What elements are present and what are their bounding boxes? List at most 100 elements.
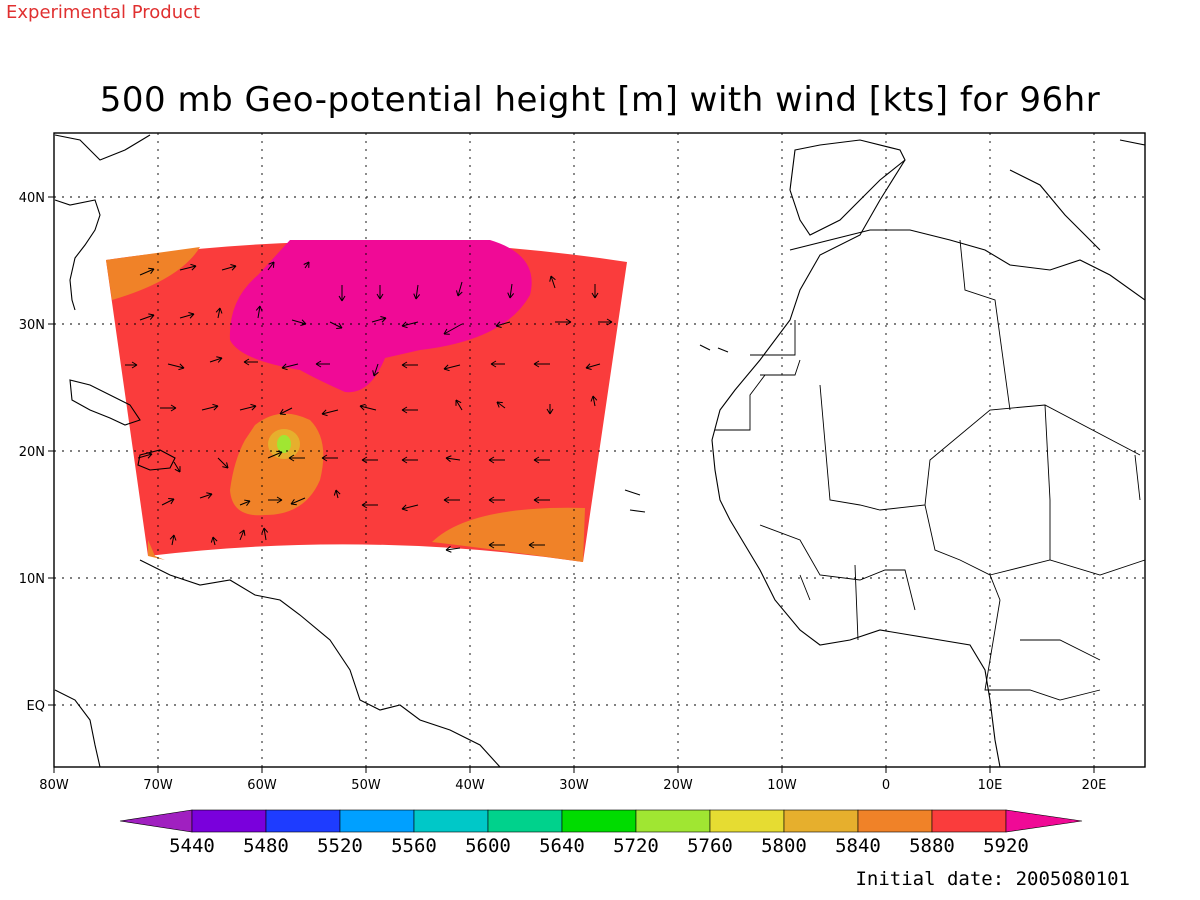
colorbar-label: 5800 (761, 835, 807, 857)
wind-vector-arrow (598, 318, 613, 326)
wind-vector-arrow (533, 496, 550, 504)
height-field (106, 240, 627, 562)
wind-vector-arrow (546, 404, 554, 415)
colorbar-swatch (413, 809, 489, 833)
height-field-low-ring (230, 413, 324, 516)
colorbar-swatch (783, 809, 859, 833)
wind-vector-arrow (281, 363, 299, 371)
colorbar-high-arrow (1005, 809, 1083, 833)
wind-vector-arrow (376, 285, 384, 300)
wind-vector-arrow (555, 318, 572, 326)
wind-vector-arrow (549, 275, 556, 289)
longitude-axis: 80W 70W 60W 50W 40W 30W 20W 10W 0 10E 20E (39, 767, 1106, 793)
iberia-coast (789, 139, 906, 236)
colorbar-label: 5520 (317, 835, 363, 857)
lon-tick-label: 10E (978, 778, 1003, 793)
canary-islands (699, 344, 729, 353)
colorbar-label: 5480 (243, 835, 289, 857)
border-algeria-libya (959, 239, 1011, 411)
coastlines (54, 134, 1145, 767)
wind-vector-arrow (179, 263, 197, 271)
italy-coast (1009, 139, 1145, 251)
wind-vector-arrow (179, 312, 195, 319)
colorbar-label: 5720 (613, 835, 659, 857)
lon-tick-label: 80W (39, 778, 69, 793)
wind-vector-arrow (590, 395, 598, 407)
colorbar-swatch (709, 809, 785, 833)
wind-vector-arrow (215, 307, 223, 319)
colorbar-swatch (635, 809, 711, 833)
lon-tick-label: 20W (663, 778, 693, 793)
colorbar-label: 5840 (835, 835, 881, 857)
initial-date-label: Initial date: 2005080101 (855, 868, 1130, 890)
wind-vector-arrow (239, 499, 251, 506)
wind-vector-arrow (401, 456, 418, 464)
wind-vector-arrow (333, 489, 341, 499)
wind-vector-arrow (507, 283, 515, 299)
colorbar-swatch (931, 809, 1007, 833)
wind-vector-arrow (495, 321, 511, 328)
map-title: 500 mb Geo-potential height [m] with win… (99, 80, 1101, 120)
colorbar-swatch (487, 809, 563, 833)
hispaniola-coast (137, 449, 176, 471)
colorbar-label: 5640 (539, 835, 585, 857)
experimental-product-label: Experimental Product (6, 2, 201, 23)
border-chad-sudan (1044, 404, 1141, 560)
wind-vector-arrow (209, 356, 223, 363)
border-central-africa (984, 559, 1145, 701)
wind-vector-arrow (533, 360, 550, 368)
wind-vector-arrow (488, 541, 505, 549)
lat-tick-label: 20N (19, 445, 45, 460)
colorbar-swatch (857, 809, 933, 833)
wind-vector-arrow (239, 403, 257, 411)
wind-vector-arrow (488, 496, 505, 504)
wind-vector-arrow (445, 545, 461, 553)
wind-vector-arrow (338, 285, 346, 302)
colorbar-swatch (191, 809, 267, 833)
wind-vector-arrow (139, 267, 155, 276)
lon-tick-label: 70W (143, 778, 173, 793)
wind-vector-arrow (456, 281, 463, 297)
wind-vector-arrow (361, 501, 378, 509)
colorbar-swatch (561, 809, 637, 833)
wind-vector-arrow (496, 401, 506, 409)
wind-vector-arrow (201, 403, 219, 411)
wind-vector-arrow (401, 321, 419, 329)
colorbar-label: 5760 (687, 835, 733, 857)
wind-vector-arrow (321, 409, 339, 417)
wind-vector-arrow (455, 399, 463, 411)
wind-vector-arrow (291, 319, 307, 326)
wind-vector-arrow (445, 455, 461, 463)
wind-vector-arrow (443, 323, 463, 335)
colorbar-label: 5880 (909, 835, 955, 857)
wind-vector-arrow (490, 360, 505, 368)
lon-tick-label: 0 (882, 778, 890, 793)
colorbar-swatch (265, 809, 341, 833)
lat-tick-label: EQ (27, 699, 45, 714)
wind-vector-arrow (488, 456, 505, 464)
colorbar-label: 5440 (169, 835, 215, 857)
lon-tick-label: 30W (559, 778, 589, 793)
wind-vector-arrow (137, 452, 153, 459)
wind-vector-arrow (315, 360, 330, 368)
south-america-coast (54, 559, 501, 767)
wind-vector-arrow (372, 363, 379, 377)
lat-tick-label: 10N (19, 572, 45, 587)
lon-tick-label: 20E (1082, 778, 1107, 793)
colorbar-swatch (339, 809, 415, 833)
wind-vector-arrow (267, 261, 275, 271)
border-mali-niger (819, 384, 1141, 511)
wind-vector-arrow (528, 541, 545, 549)
lon-tick-label: 40W (455, 778, 485, 793)
wind-vector-arrow (261, 527, 269, 541)
lon-tick-label: 50W (351, 778, 381, 793)
wind-vector-arrow (359, 403, 377, 411)
cuba-coast (69, 379, 141, 426)
wind-vector-arrow (288, 454, 305, 462)
height-field-orange-sw (148, 540, 165, 560)
wind-vector-arrow (279, 407, 293, 415)
wind-vector-arrow (243, 358, 258, 366)
grid-lines (54, 133, 1145, 767)
wind-vector-arrow (401, 361, 418, 369)
